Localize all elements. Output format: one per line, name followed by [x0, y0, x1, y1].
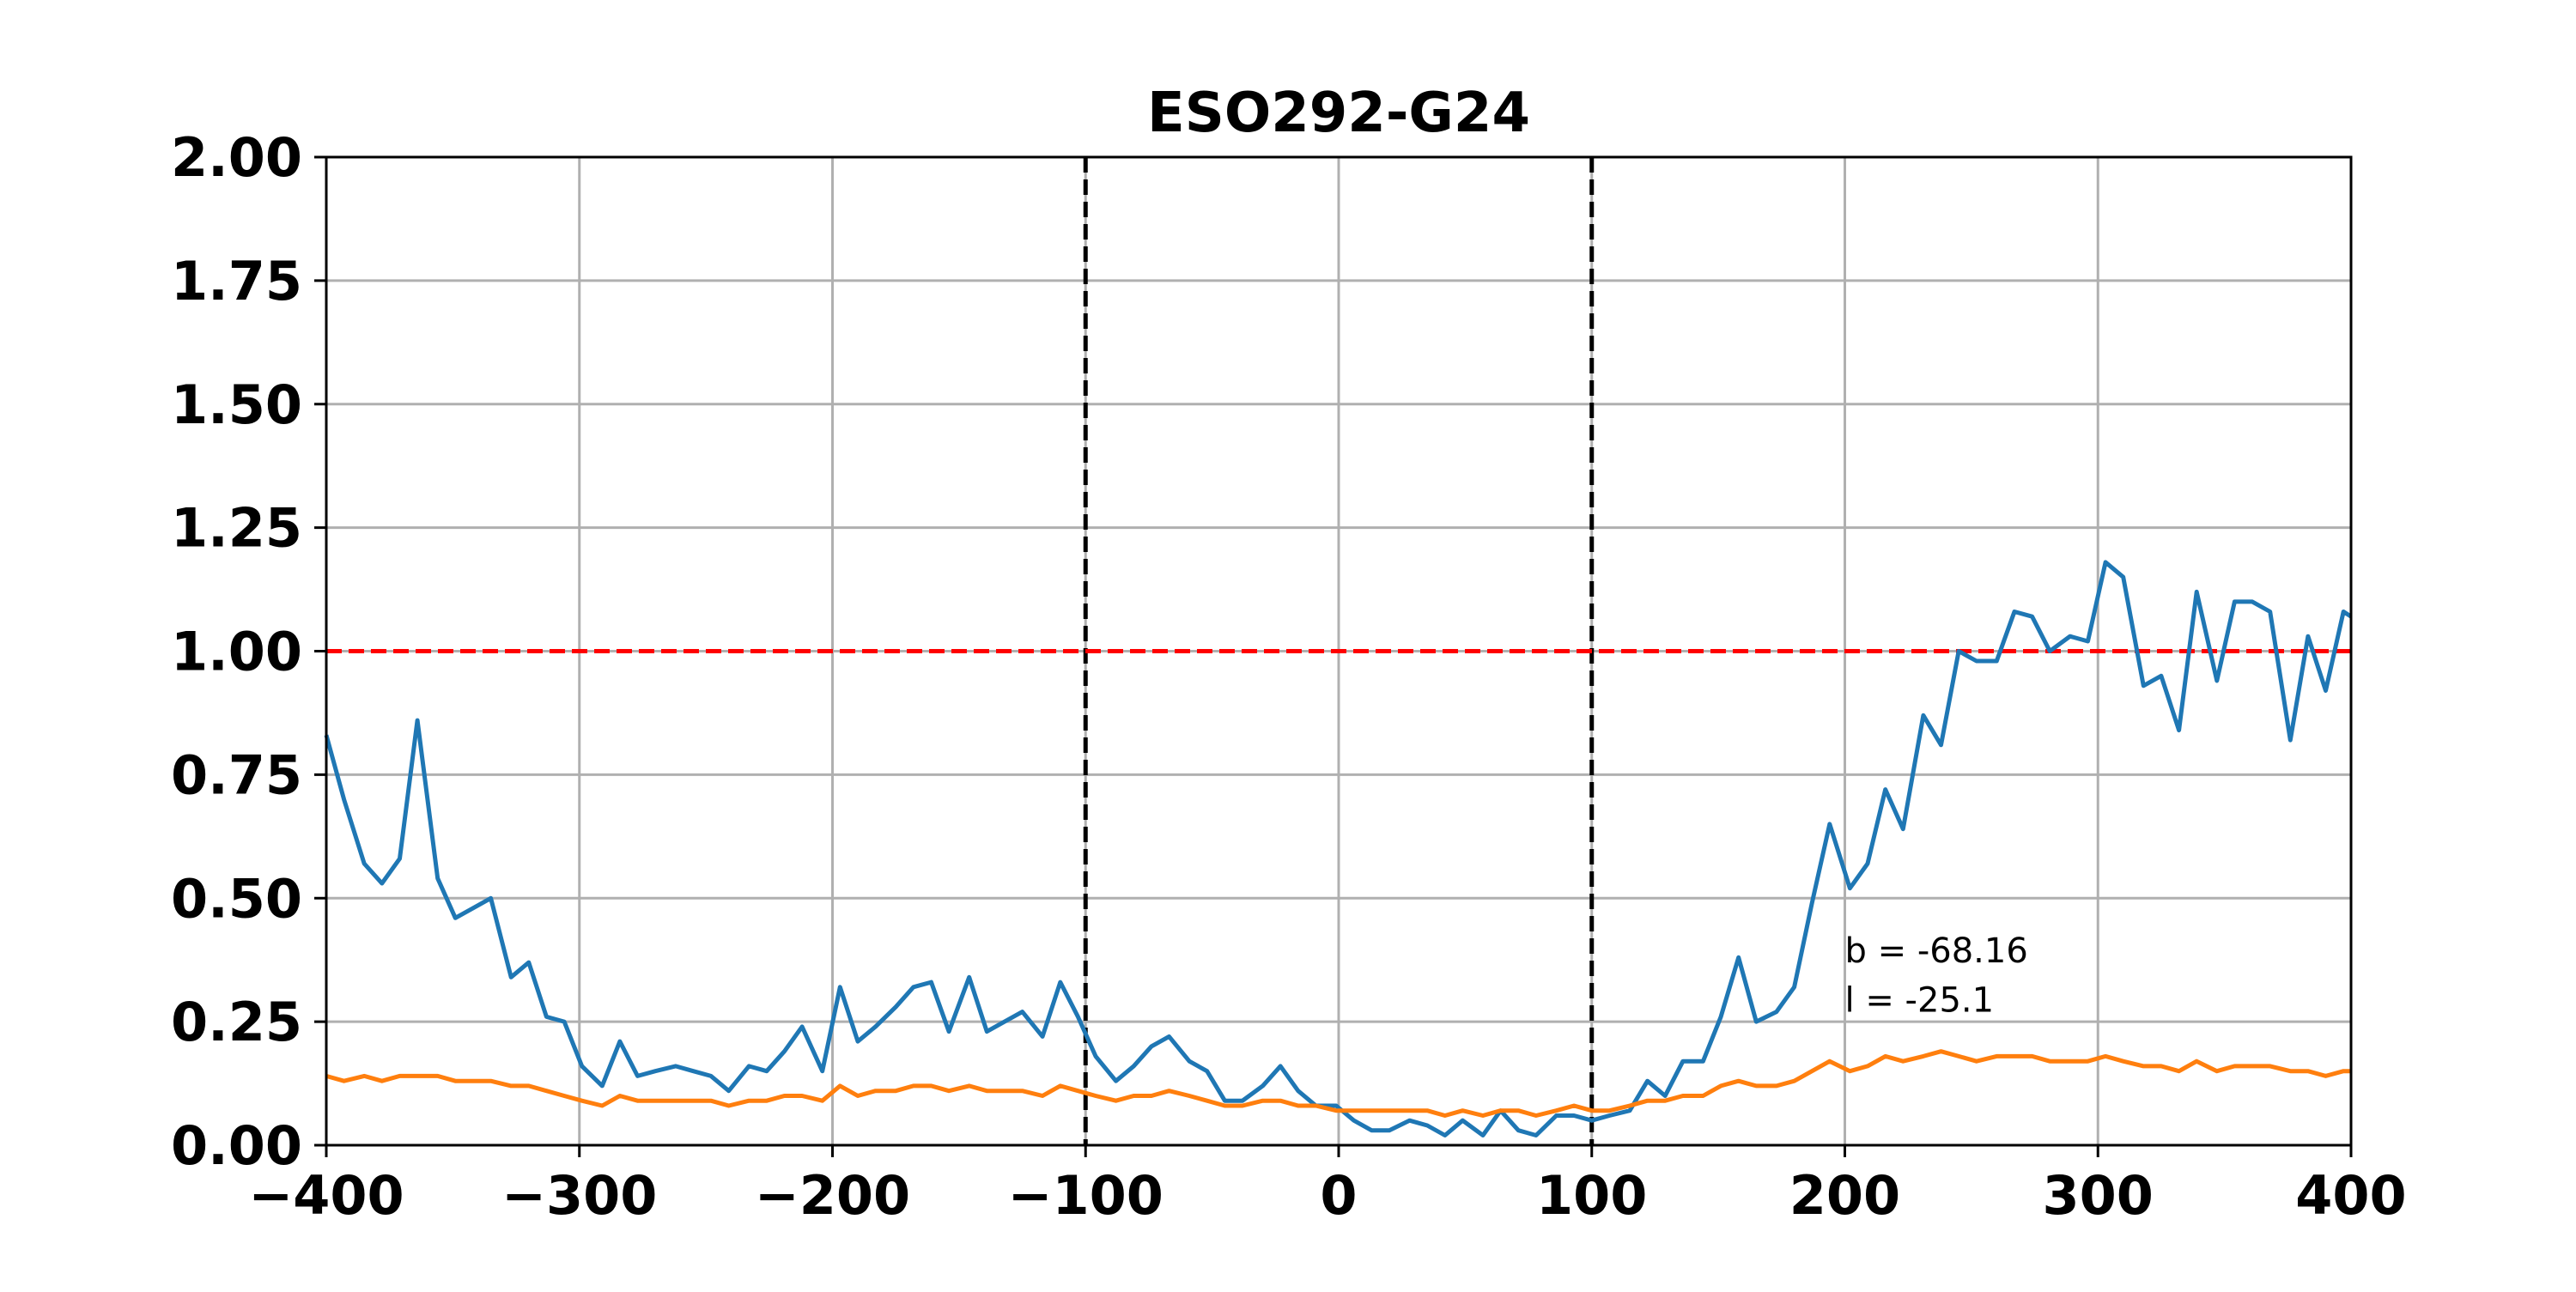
- y-tick-label: 0.00: [171, 1114, 302, 1177]
- annotation-text: l = -25.1: [1845, 981, 1995, 1021]
- y-tick-label: 1.50: [171, 373, 302, 436]
- x-tick-label: 300: [2043, 1164, 2154, 1227]
- x-tick-label: 0: [1320, 1164, 1357, 1227]
- series-line-1: [324, 560, 2353, 1137]
- y-tick-label: 0.25: [171, 991, 302, 1053]
- x-tick-label: −200: [755, 1164, 910, 1227]
- annotation-text: b = -68.16: [1845, 931, 2028, 971]
- x-tick-label: 200: [1789, 1164, 1900, 1227]
- x-tick-label: 100: [1536, 1164, 1647, 1227]
- y-tick-label: 1.75: [171, 250, 302, 312]
- ticks: −400 −300 −200 −100 0 100 200 300 400 0.00 0.25 0.5…: [171, 126, 2407, 1227]
- x-tick-label: −100: [1008, 1164, 1163, 1227]
- reference-lines: [326, 157, 2351, 1145]
- y-tick-label: 0.50: [171, 867, 302, 930]
- x-tick-label: −400: [248, 1164, 404, 1227]
- y-tick-label: 2.00: [171, 126, 302, 189]
- annotations: b = -68.16 l = -25.1: [1845, 931, 2028, 1021]
- series-line-2: [325, 1049, 2351, 1118]
- y-tick-label: 1.00: [171, 621, 302, 683]
- y-tick-label: 0.75: [171, 743, 302, 806]
- x-tick-label: −300: [501, 1164, 657, 1227]
- x-tick-label: 400: [2295, 1164, 2406, 1227]
- chart-title: ESO292-G24: [1147, 82, 1530, 145]
- y-tick-label: 1.25: [171, 497, 302, 560]
- series-lines: [324, 560, 2353, 1137]
